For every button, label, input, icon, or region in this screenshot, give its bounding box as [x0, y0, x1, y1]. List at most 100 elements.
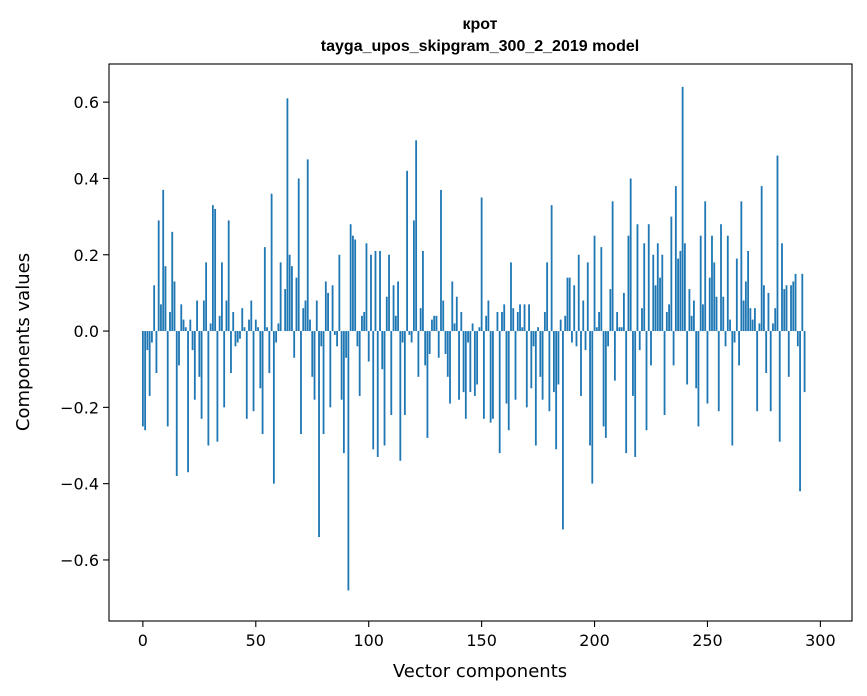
bar [636, 224, 639, 332]
bar [428, 331, 431, 354]
bar [313, 331, 316, 400]
bar [437, 331, 440, 358]
y-tick-label: 0.2 [74, 246, 99, 265]
bar [693, 300, 695, 332]
bar [196, 300, 198, 332]
bar [295, 277, 298, 332]
bar [182, 319, 185, 332]
bar [266, 327, 268, 332]
bar [397, 281, 399, 332]
bar [695, 331, 698, 389]
bar [537, 327, 539, 332]
bar [650, 331, 652, 366]
bar [376, 331, 379, 457]
bar [205, 262, 208, 332]
y-axis-ticks: −0.6 −0.4 −0.2 0.0 0.2 0.4 0.6 [60, 93, 109, 570]
bar [311, 331, 314, 377]
bar [322, 331, 325, 435]
bar [187, 331, 189, 473]
bar [613, 331, 616, 381]
bar [573, 285, 576, 332]
bar [674, 186, 677, 332]
bar [659, 277, 661, 332]
bar [464, 331, 467, 419]
bar [275, 331, 278, 343]
bar [652, 254, 655, 332]
bar [383, 331, 386, 446]
bar [175, 331, 178, 477]
bar [157, 220, 160, 332]
bar [620, 327, 623, 332]
bar [406, 170, 409, 332]
bar [575, 331, 578, 347]
bar [634, 331, 637, 457]
bar [367, 331, 370, 362]
bar [598, 311, 600, 332]
bar [184, 327, 187, 332]
bar [254, 319, 257, 332]
bar [523, 304, 526, 332]
bar [792, 281, 795, 332]
bar [546, 262, 549, 332]
bar [336, 331, 338, 347]
chart-title: крот [463, 16, 498, 33]
bar [252, 331, 255, 412]
bar [331, 285, 334, 332]
bar [458, 331, 460, 400]
bar [744, 281, 747, 332]
y-tick-label: 0.6 [74, 93, 99, 112]
bar [433, 315, 436, 332]
bar [329, 331, 332, 408]
bar [248, 319, 250, 332]
bar [733, 331, 736, 343]
bar [602, 331, 605, 427]
bar [306, 159, 309, 332]
bar [460, 311, 463, 332]
bar [501, 311, 503, 332]
bar [665, 311, 668, 332]
x-tick-label: 0 [138, 631, 148, 650]
bar [618, 327, 621, 332]
bar [577, 254, 580, 332]
bar [496, 311, 499, 332]
bar [663, 331, 666, 415]
bar [148, 331, 151, 396]
bar [444, 331, 447, 354]
bar [790, 285, 792, 332]
bar [781, 243, 783, 332]
bar [243, 327, 246, 332]
bar [227, 220, 230, 332]
bar [611, 201, 614, 332]
bar [417, 331, 420, 377]
bar [270, 193, 273, 332]
bar [521, 327, 524, 332]
bar [318, 331, 320, 538]
bar [338, 254, 341, 332]
bar [455, 296, 458, 332]
bar [324, 281, 327, 332]
bar [672, 331, 675, 366]
bar [641, 308, 643, 332]
bar [679, 250, 682, 332]
bar [245, 331, 248, 419]
bar [580, 331, 582, 396]
bar [487, 300, 490, 332]
bar [760, 186, 763, 332]
bar [717, 331, 720, 412]
bar [363, 311, 366, 332]
bar [532, 331, 535, 347]
bar [609, 289, 612, 332]
bar [239, 331, 241, 339]
bar [756, 331, 759, 412]
x-axis-ticks: 0 50 100 150 200 250 300 [138, 621, 836, 650]
bar [401, 331, 404, 343]
bar [370, 254, 372, 332]
bar [697, 331, 700, 427]
bar [259, 331, 262, 389]
bar [171, 231, 174, 332]
bar [686, 331, 689, 385]
bar [758, 323, 761, 332]
bar [510, 262, 512, 332]
bar [412, 220, 415, 332]
x-tick-label: 50 [246, 631, 266, 650]
